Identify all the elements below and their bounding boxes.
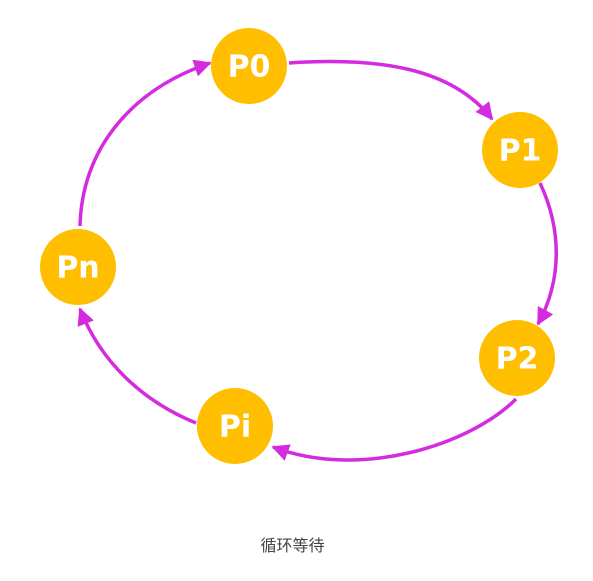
node-pi: Pi: [197, 388, 273, 464]
node-p2-label: P2: [496, 342, 539, 377]
circular-wait-diagram: P0 P1 P2 Pi Pn: [40, 28, 558, 464]
diagram-caption: 循环等待: [260, 536, 325, 555]
node-p1: P1: [482, 112, 558, 188]
node-pn: Pn: [40, 229, 116, 305]
node-p2-circle: [479, 320, 555, 396]
edge-p1-to-p2: [536, 182, 558, 326]
node-pn-label: Pn: [56, 251, 99, 286]
edge-pi-to-pn: [77, 307, 197, 425]
node-p1-circle: [482, 112, 558, 188]
node-p2: P2: [479, 320, 555, 396]
edge-p0-to-p1: [288, 59, 494, 121]
node-p1-label: P1: [499, 134, 542, 169]
node-pn-circle: [40, 229, 116, 305]
node-p0-circle: [211, 28, 287, 104]
edge-p2-to-pi: [271, 397, 518, 462]
edge-pn-to-p0: [78, 59, 212, 227]
node-p0: P0: [211, 28, 287, 104]
node-pi-circle: [197, 388, 273, 464]
node-p0-label: P0: [228, 50, 271, 85]
node-pi-label: Pi: [219, 410, 251, 445]
